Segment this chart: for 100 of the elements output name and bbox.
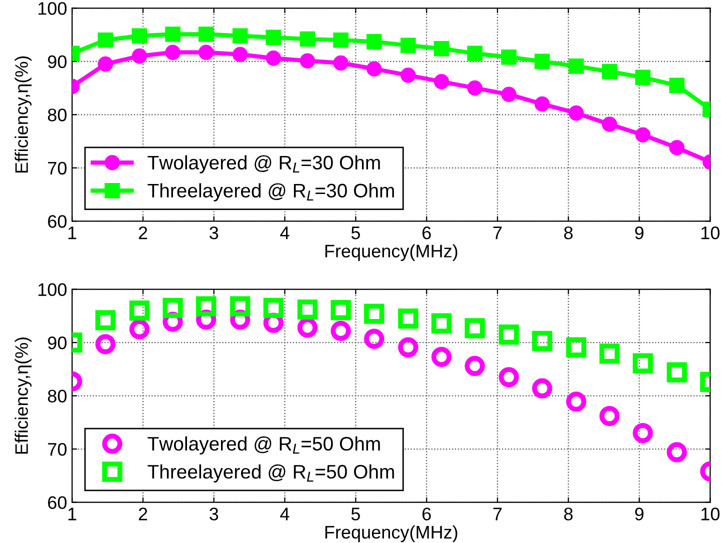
point bbox=[498, 324, 519, 345]
point bbox=[132, 48, 148, 64]
x-tick-label: 6 bbox=[422, 226, 431, 240]
y-axis-title: Efficiency,η(%) bbox=[14, 56, 32, 173]
point bbox=[129, 300, 150, 321]
y-tick-label: 100 bbox=[38, 2, 67, 15]
y-tick-label: 90 bbox=[48, 55, 67, 68]
point bbox=[635, 70, 650, 86]
point bbox=[467, 80, 482, 96]
point bbox=[398, 308, 418, 329]
x-axis-title: Frequency(MHz) bbox=[325, 244, 458, 262]
point bbox=[165, 26, 180, 42]
point bbox=[431, 346, 452, 367]
y-tick-label: 80 bbox=[48, 390, 67, 402]
point bbox=[266, 50, 282, 66]
legend-label: Twolayered @ R$_{L}$=30 Ohm bbox=[148, 155, 380, 174]
point bbox=[95, 310, 116, 330]
point bbox=[599, 344, 620, 364]
y-tick-label: 70 bbox=[48, 442, 67, 456]
point bbox=[666, 442, 687, 462]
point bbox=[230, 296, 250, 316]
point bbox=[196, 296, 216, 316]
point bbox=[95, 334, 116, 354]
point bbox=[566, 337, 586, 358]
legend-label: Threelayered @ R$_{L}$=50 Ohm bbox=[148, 464, 394, 482]
x-tick-label: 2 bbox=[138, 226, 148, 240]
point bbox=[300, 31, 316, 47]
x-tick-label: 9 bbox=[635, 508, 644, 520]
point bbox=[498, 367, 519, 388]
point bbox=[464, 356, 485, 376]
point bbox=[266, 30, 282, 46]
x-tick-label: 5 bbox=[351, 508, 360, 520]
x-tick-label: 4 bbox=[280, 226, 290, 240]
point bbox=[366, 61, 382, 76]
x-tick-label: 10 bbox=[702, 226, 720, 240]
point bbox=[129, 319, 150, 340]
x-tick-label: 6 bbox=[422, 508, 431, 520]
point bbox=[635, 127, 650, 143]
point bbox=[532, 330, 552, 352]
point bbox=[364, 304, 384, 324]
x-tick-label: 5 bbox=[351, 226, 360, 240]
legend-label: Threelayered @ R$_{L}$=30 Ohm bbox=[148, 183, 394, 202]
point bbox=[98, 32, 114, 48]
point bbox=[162, 298, 183, 318]
legend-label: Twolayered @ R$_{L}$=50 Ohm bbox=[148, 436, 380, 454]
point bbox=[464, 318, 485, 338]
y-axis-title: Efficiency,η(%) bbox=[14, 338, 32, 454]
y-tick-label: 60 bbox=[48, 496, 67, 509]
point bbox=[300, 53, 316, 68]
point bbox=[568, 58, 584, 74]
point bbox=[602, 64, 618, 80]
point bbox=[366, 34, 382, 50]
point bbox=[467, 46, 482, 62]
point bbox=[431, 313, 452, 334]
point bbox=[297, 318, 318, 338]
point bbox=[198, 26, 214, 42]
point bbox=[534, 96, 550, 112]
point bbox=[232, 28, 248, 44]
point bbox=[165, 44, 180, 60]
point bbox=[632, 422, 653, 444]
x-tick-label: 4 bbox=[280, 508, 290, 520]
x-tick-label: 1 bbox=[68, 508, 76, 520]
point bbox=[566, 392, 586, 412]
y-tick-label: 80 bbox=[48, 108, 67, 122]
point bbox=[669, 78, 684, 93]
point bbox=[666, 362, 687, 382]
x-tick-label: 8 bbox=[564, 508, 573, 520]
y-tick-label: 70 bbox=[48, 162, 67, 175]
point bbox=[297, 299, 318, 320]
x-tick-label: 7 bbox=[493, 226, 502, 240]
point bbox=[599, 406, 620, 426]
point bbox=[434, 40, 450, 56]
point bbox=[364, 328, 384, 349]
point bbox=[434, 74, 450, 90]
point bbox=[534, 54, 550, 70]
point bbox=[198, 44, 214, 60]
x-tick-label: 1 bbox=[68, 226, 76, 240]
point bbox=[501, 49, 516, 65]
x-tick-label: 3 bbox=[210, 508, 218, 520]
x-tick-label: 2 bbox=[138, 508, 148, 520]
point bbox=[501, 86, 516, 102]
point bbox=[400, 38, 416, 54]
x-tick-label: 8 bbox=[564, 226, 573, 240]
point bbox=[98, 56, 114, 72]
point bbox=[330, 320, 351, 341]
point bbox=[532, 378, 552, 398]
point bbox=[263, 298, 284, 318]
y-tick-label: 90 bbox=[48, 336, 67, 350]
point bbox=[568, 105, 584, 121]
y-tick-label: 60 bbox=[48, 215, 67, 228]
x-tick-label: 7 bbox=[493, 508, 502, 520]
point bbox=[398, 337, 418, 358]
point bbox=[669, 140, 684, 156]
point bbox=[132, 28, 148, 44]
x-tick-label: 3 bbox=[210, 226, 218, 240]
point bbox=[330, 300, 351, 320]
point bbox=[232, 46, 248, 62]
point bbox=[333, 32, 348, 48]
point bbox=[602, 116, 618, 132]
point bbox=[333, 55, 348, 71]
